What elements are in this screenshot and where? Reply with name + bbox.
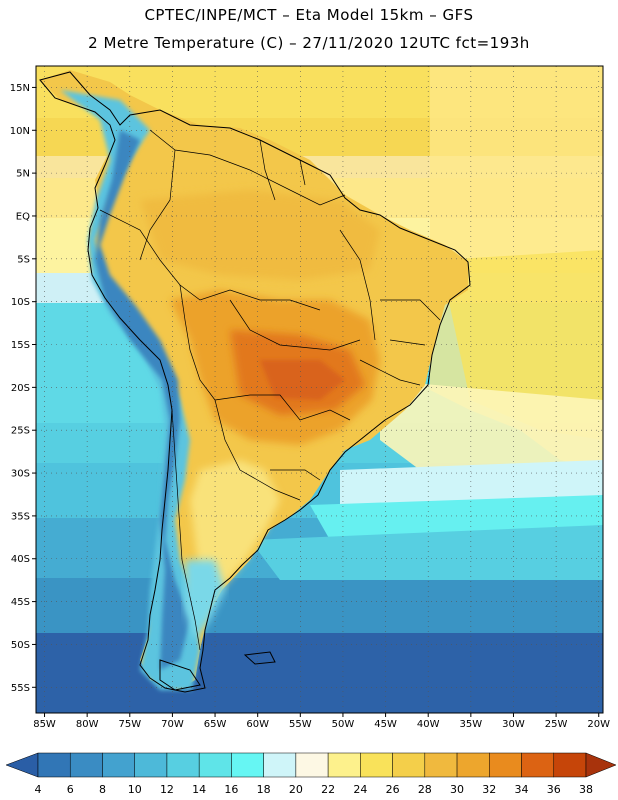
latitude-axis: 15N 10N 5N EQ 5S 10S 15S 20S 25S 30S 35S 40S 45S 50S 5… [10,83,36,694]
lon-tick-label: 40W [417,719,440,730]
colorbar-label: 14 [192,783,206,796]
lon-tick-label: 75W [118,719,141,730]
lat-tick-label: 10N [10,126,30,137]
colorbar: 4 6 8 10 12 14 16 18 20 22 24 26 28 30 32 34 36 38 [5,752,617,796]
map-title-line-1: CPTEC/INPE/MCT – Eta Model 15km – GFS [144,6,474,24]
colorbar-label: 10 [128,783,142,796]
lat-tick-label: 55S [11,683,30,694]
temperature-field [36,66,603,713]
colorbar-label: 6 [67,783,74,796]
lat-tick-label: 10S [11,297,30,308]
colorbar-label: 24 [353,783,367,796]
lat-tick-label: 5N [16,169,30,180]
colorbar-swatch [456,752,490,778]
colorbar-swatch [392,752,426,778]
lon-tick-label: 80W [76,719,99,730]
lon-tick-label: 60W [246,719,269,730]
lat-tick-label: 40S [11,554,30,565]
colorbar-swatch [360,752,393,778]
lat-tick-label: EQ [16,211,30,222]
colorbar-swatch [134,752,168,778]
colorbar-label: 26 [386,783,400,796]
lon-tick-label: 50W [332,719,355,730]
colorbar-swatch [263,752,297,778]
map-title-line-2: 2 Metre Temperature (C) – 27/11/2020 12U… [88,34,530,52]
lat-tick-label: 15S [11,340,30,351]
lat-tick-label: 25S [11,426,30,437]
colorbar-label: 28 [418,783,432,796]
lon-tick-label: 70W [161,719,184,730]
lat-tick-label: 30S [11,469,30,480]
longitude-axis: 85W 80W 75W 70W 65W 60W 55W 50W 45W 40W 35W 30W 25W 2… [33,713,610,730]
lat-tick-label: 45S [11,597,30,608]
colorbar-label: 8 [99,783,106,796]
colorbar-swatch [198,752,232,778]
map-frame [35,65,604,714]
colorbar-max-arrow [585,752,617,778]
country-borders [99,129,441,651]
colorbar-label: 34 [515,783,529,796]
colorbar-swatch [553,752,587,778]
colorbar-swatch [166,752,200,778]
lon-tick-label: 85W [33,719,56,730]
lat-tick-label: 20S [11,383,30,394]
lat-tick-label: 35S [11,511,30,522]
colorbar-swatch [37,752,71,778]
coastline [39,71,471,693]
colorbar-label: 30 [450,783,464,796]
colorbar-label: 22 [321,783,335,796]
lon-tick-label: 25W [545,719,568,730]
colorbar-label: 12 [160,783,174,796]
colorbar-swatch [327,752,361,778]
colorbar-swatch [69,752,103,778]
lon-tick-label: 20W [587,719,610,730]
colorbar-label: 32 [482,783,496,796]
lat-tick-label: 5S [17,254,30,265]
colorbar-swatch [102,752,135,778]
lon-tick-label: 30W [502,719,525,730]
lon-tick-label: 45W [374,719,397,730]
colorbar-label: 18 [257,783,271,796]
colorbar-swatch [489,752,522,778]
colorbar-swatch [295,752,329,778]
lat-tick-label: 50S [11,640,30,651]
lat-tick-label: 15N [10,83,30,94]
colorbar-min-arrow [5,752,39,778]
lon-tick-label: 35W [460,719,483,730]
colorbar-label: 16 [224,783,238,796]
colorbar-swatch [521,752,555,778]
lon-tick-label: 55W [289,719,312,730]
colorbar-label: 20 [289,783,303,796]
lon-tick-label: 65W [204,719,227,730]
colorbar-swatch [424,752,458,778]
colorbar-label: 36 [547,783,561,796]
colorbar-label: 4 [35,783,42,796]
colorbar-swatch [231,752,264,778]
colorbar-label: 38 [579,783,593,796]
